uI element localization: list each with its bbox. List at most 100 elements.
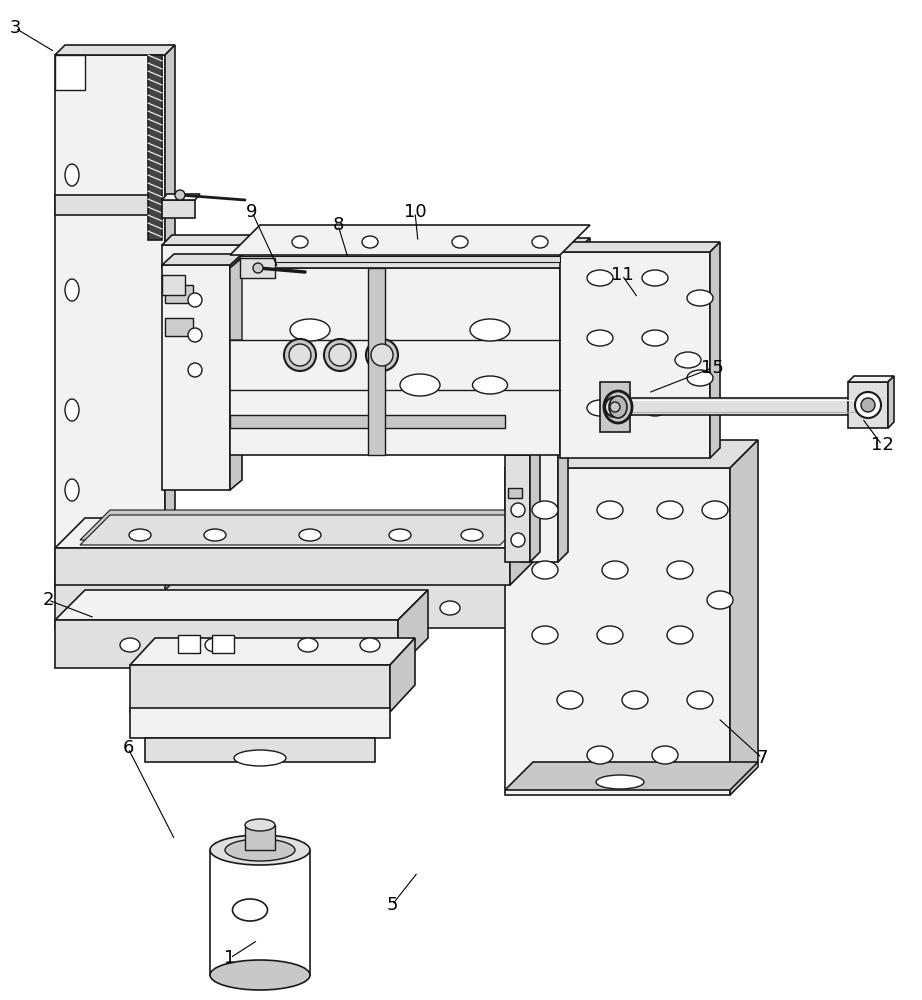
Polygon shape <box>510 552 540 628</box>
Polygon shape <box>55 55 85 90</box>
Polygon shape <box>505 468 730 795</box>
Ellipse shape <box>120 638 140 652</box>
Ellipse shape <box>642 330 668 346</box>
Ellipse shape <box>687 290 713 306</box>
Ellipse shape <box>130 601 150 615</box>
Polygon shape <box>55 590 428 620</box>
Text: 7: 7 <box>756 749 768 767</box>
Polygon shape <box>368 268 385 455</box>
Ellipse shape <box>472 376 507 394</box>
Ellipse shape <box>362 236 378 248</box>
Ellipse shape <box>400 374 440 396</box>
Ellipse shape <box>470 319 510 341</box>
Polygon shape <box>55 45 175 55</box>
Polygon shape <box>240 256 560 262</box>
Ellipse shape <box>205 638 225 652</box>
Text: 8: 8 <box>332 216 344 234</box>
Polygon shape <box>162 265 230 490</box>
Circle shape <box>605 397 625 417</box>
Ellipse shape <box>657 501 683 519</box>
Polygon shape <box>162 275 185 295</box>
Polygon shape <box>560 238 590 455</box>
Ellipse shape <box>587 400 613 416</box>
Ellipse shape <box>204 529 226 541</box>
Ellipse shape <box>532 626 558 644</box>
Ellipse shape <box>210 960 310 990</box>
Polygon shape <box>130 665 390 712</box>
Polygon shape <box>55 55 165 590</box>
Ellipse shape <box>65 164 79 186</box>
Ellipse shape <box>667 561 693 579</box>
Ellipse shape <box>289 344 311 366</box>
Polygon shape <box>522 258 558 562</box>
Ellipse shape <box>65 399 79 421</box>
Ellipse shape <box>129 529 151 541</box>
Polygon shape <box>230 254 242 490</box>
Text: 10: 10 <box>404 203 426 221</box>
Ellipse shape <box>707 591 733 609</box>
Ellipse shape <box>324 339 356 371</box>
Text: 2: 2 <box>42 591 53 609</box>
Text: 11: 11 <box>610 266 633 284</box>
Polygon shape <box>80 515 530 545</box>
Ellipse shape <box>597 626 623 644</box>
Circle shape <box>253 263 263 273</box>
Text: 15: 15 <box>701 359 724 377</box>
Polygon shape <box>55 195 148 215</box>
Polygon shape <box>530 445 540 562</box>
Ellipse shape <box>292 236 308 248</box>
Polygon shape <box>130 638 415 665</box>
Polygon shape <box>230 238 590 268</box>
Polygon shape <box>230 415 505 428</box>
Polygon shape <box>165 45 175 590</box>
Ellipse shape <box>389 529 411 541</box>
Bar <box>165 285 193 303</box>
Ellipse shape <box>65 279 79 301</box>
Text: 3: 3 <box>9 19 21 37</box>
Ellipse shape <box>609 396 627 418</box>
Ellipse shape <box>340 601 360 615</box>
Ellipse shape <box>225 839 295 861</box>
Polygon shape <box>505 440 758 468</box>
Circle shape <box>855 392 881 418</box>
Ellipse shape <box>602 561 628 579</box>
Ellipse shape <box>532 236 548 248</box>
Polygon shape <box>130 708 390 738</box>
Polygon shape <box>710 242 720 458</box>
Circle shape <box>188 363 202 377</box>
Ellipse shape <box>220 601 240 615</box>
Circle shape <box>511 533 525 547</box>
Ellipse shape <box>329 344 351 366</box>
Ellipse shape <box>298 638 318 652</box>
Ellipse shape <box>452 236 468 248</box>
Polygon shape <box>148 55 162 240</box>
Ellipse shape <box>532 561 558 579</box>
Ellipse shape <box>284 339 316 371</box>
Polygon shape <box>55 582 510 628</box>
Polygon shape <box>522 248 568 258</box>
Ellipse shape <box>234 750 286 766</box>
Polygon shape <box>162 194 200 200</box>
Polygon shape <box>505 762 758 790</box>
Polygon shape <box>80 510 530 540</box>
Ellipse shape <box>245 819 275 831</box>
Ellipse shape <box>532 501 558 519</box>
Circle shape <box>610 402 620 412</box>
Polygon shape <box>55 518 540 548</box>
Polygon shape <box>230 225 590 255</box>
Polygon shape <box>730 440 758 795</box>
Polygon shape <box>230 268 560 455</box>
Polygon shape <box>848 376 894 382</box>
Polygon shape <box>508 488 522 498</box>
Polygon shape <box>55 548 510 585</box>
Bar <box>178 635 200 653</box>
Ellipse shape <box>587 746 613 764</box>
Ellipse shape <box>597 501 623 519</box>
Ellipse shape <box>366 339 398 371</box>
Polygon shape <box>505 455 530 562</box>
Circle shape <box>861 398 875 412</box>
Ellipse shape <box>587 330 613 346</box>
Ellipse shape <box>210 835 310 865</box>
Polygon shape <box>398 590 428 668</box>
Circle shape <box>511 503 525 517</box>
